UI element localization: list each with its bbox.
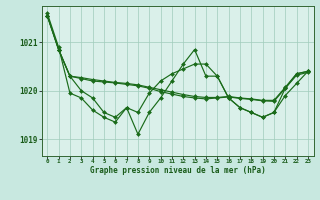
X-axis label: Graphe pression niveau de la mer (hPa): Graphe pression niveau de la mer (hPa)	[90, 166, 266, 175]
